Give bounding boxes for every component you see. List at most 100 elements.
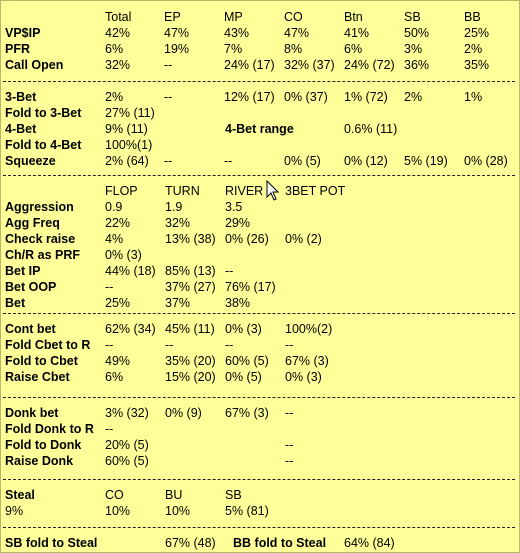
stat-value: 6%: [344, 42, 363, 56]
stat-value: 6%: [105, 370, 124, 384]
stat-label: 3-Bet: [5, 90, 37, 104]
stat-value: 25%: [105, 296, 131, 310]
stat-value: 1% (72): [344, 90, 388, 104]
stat-value: --: [285, 338, 294, 352]
stat-value: --: [224, 154, 233, 168]
stat-row: FLOP TURN RIVER 3BET POT: [1, 183, 519, 199]
column-header: BU: [165, 488, 183, 502]
stat-row: Ch/R as PRF 0% (3): [1, 247, 519, 263]
stat-row: Fold to 4-Bet 100%(1): [1, 137, 519, 153]
stat-value: 45% (11): [165, 322, 215, 336]
stat-label: Agg Freq: [5, 216, 60, 230]
stat-label: Call Open: [5, 58, 64, 72]
section-divider: [3, 313, 515, 314]
stat-row: Bet IP 44% (18) 85% (13) --: [1, 263, 519, 279]
stat-label: BB fold to Steal: [233, 536, 327, 550]
stat-row: 4-Bet 9% (11) 4-Bet range 0.6% (11): [1, 121, 519, 137]
stat-value: 38%: [225, 296, 251, 310]
stat-value: 10%: [105, 504, 131, 518]
stat-value: 47%: [284, 26, 310, 40]
stat-label: Fold to 3-Bet: [5, 106, 82, 120]
section-divider: [3, 81, 515, 82]
stat-row: Fold Donk to R --: [1, 421, 519, 437]
stat-value: 62% (34): [105, 322, 156, 336]
stat-value: 29%: [225, 216, 251, 230]
stat-label: Raise Cbet: [5, 370, 70, 384]
stat-label: Bet IP: [5, 264, 41, 278]
stat-value: 64% (84): [344, 536, 395, 550]
stat-row: VP$IP 42% 47% 43% 47% 41% 50% 25%: [1, 25, 519, 41]
column-header: Total: [105, 10, 132, 24]
stat-value: 2% (64): [105, 154, 149, 168]
stat-label: 4-Bet: [5, 122, 37, 136]
section-divider: [3, 479, 515, 480]
stat-label: Bet OOP: [5, 280, 57, 294]
stat-value: 0% (26): [225, 232, 269, 246]
column-header: BB: [464, 10, 481, 24]
stat-value: --: [164, 90, 173, 104]
stat-value: 42%: [105, 26, 131, 40]
section-divider: [3, 527, 515, 528]
stat-label: SB fold to Steal: [5, 536, 98, 550]
column-header: EP: [164, 10, 181, 24]
stat-value: 67% (3): [285, 354, 329, 368]
column-header: FLOP: [105, 184, 138, 198]
stat-row: 3-Bet 2% -- 12% (17) 0% (37) 1% (72) 2% 1%: [1, 89, 519, 105]
stat-label: Check raise: [5, 232, 76, 246]
stat-row: Fold to 3-Bet 27% (11): [1, 105, 519, 121]
stat-value: 5% (81): [225, 504, 269, 518]
stat-value: 7%: [224, 42, 243, 56]
stat-label: Cont bet: [5, 322, 56, 336]
stat-value: 0% (3): [105, 248, 142, 262]
stat-label: 4-Bet range: [225, 122, 294, 136]
stat-value: 0% (37): [284, 90, 328, 104]
stat-value: 1%: [464, 90, 483, 104]
column-header: TURN: [165, 184, 200, 198]
stat-label: VP$IP: [5, 26, 41, 40]
stat-value: 24% (72): [344, 58, 395, 72]
stat-label: Fold Donk to R: [5, 422, 94, 436]
stat-value: --: [164, 58, 173, 72]
stat-row: Steal CO BU SB: [1, 487, 519, 503]
stat-value: 25%: [464, 26, 490, 40]
stat-row: Total EP MP CO Btn SB BB: [1, 9, 519, 25]
stat-value: 0% (9): [165, 406, 202, 420]
stat-row: Fold Cbet to R -- -- -- --: [1, 337, 519, 353]
stat-row: Raise Cbet 6% 15% (20) 0% (5) 0% (3): [1, 369, 519, 385]
stat-value: 15% (20): [165, 370, 216, 384]
stat-row: 9% 10% 10% 5% (81): [1, 503, 519, 519]
stat-value: 76% (17): [225, 280, 276, 294]
stat-value: 3.5: [225, 200, 243, 214]
column-header: CO: [105, 488, 124, 502]
column-header: CO: [284, 10, 303, 24]
stat-value: 2%: [464, 42, 483, 56]
stat-row: Donk bet 3% (32) 0% (9) 67% (3) --: [1, 405, 519, 421]
stat-value: 0% (2): [285, 232, 322, 246]
stat-value: 50%: [404, 26, 430, 40]
stat-value: 9% (11): [105, 122, 148, 136]
stat-value: 2%: [404, 90, 423, 104]
stat-value: 36%: [404, 58, 430, 72]
stat-value: 0.9: [105, 200, 123, 214]
stat-value: --: [105, 338, 114, 352]
stat-value: 0% (5): [225, 370, 262, 384]
stat-value: 22%: [105, 216, 131, 230]
stat-row: Call Open 32% -- 24% (17) 32% (37) 24% (72) 36…: [1, 57, 519, 73]
stat-row: PFR 6% 19% 7% 8% 6% 3% 2%: [1, 41, 519, 57]
stat-label: Fold Cbet to R: [5, 338, 91, 352]
stat-value: --: [225, 338, 234, 352]
stat-value: 0% (3): [285, 370, 322, 384]
stat-value: 0% (28): [464, 154, 508, 168]
stat-value: 1.9: [165, 200, 183, 214]
stat-row: Squeeze 2% (64) -- -- 0% (5) 0% (12) 5% (19) 0%…: [1, 153, 519, 169]
stat-row: Cont bet 62% (34) 45% (11) 0% (3) 100%(2): [1, 321, 519, 337]
stat-label: Donk bet: [5, 406, 59, 420]
stat-value: --: [285, 454, 294, 468]
stat-value: 19%: [164, 42, 190, 56]
stat-value: 60% (5): [105, 454, 149, 468]
stat-value: 0% (12): [344, 154, 388, 168]
stat-value: 13% (38): [165, 232, 216, 246]
stat-value: 37%: [165, 296, 191, 310]
column-header: SB: [225, 488, 242, 502]
